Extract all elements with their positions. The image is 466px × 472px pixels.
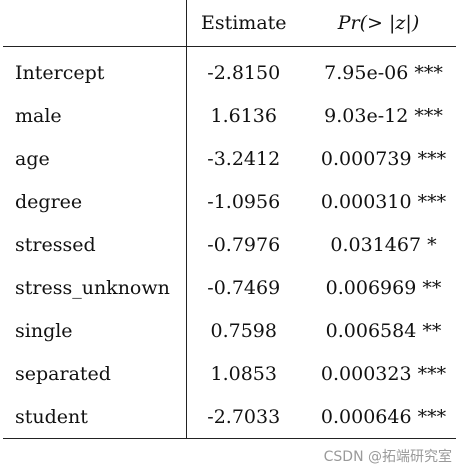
estimate-cell: -3.2412 xyxy=(207,147,281,170)
pvalue-text: 0.000646 xyxy=(320,405,412,428)
variable-cell: age xyxy=(3,137,187,180)
pvalue-text: 9.03e-12 xyxy=(324,104,409,127)
estimate-cell: 0.7598 xyxy=(210,319,277,342)
significance-stars: *** xyxy=(417,405,447,428)
pvalue-cell: 0.006584 ** xyxy=(301,309,456,352)
table-row: age -3.2412 0.000739 *** xyxy=(3,137,456,180)
pvalue-text: 0.006969 xyxy=(325,276,417,299)
variable-cell: separated xyxy=(3,352,187,395)
pvalue-text: 0.031467 xyxy=(330,233,422,256)
pvalue-cell: 0.000310 *** xyxy=(301,180,456,223)
estimate-cell: -0.7976 xyxy=(207,233,281,256)
estimate-cell: -2.7033 xyxy=(186,395,301,439)
variable-cell: stressed xyxy=(3,223,187,266)
variable-cell: single xyxy=(3,309,187,352)
table-row: student -2.7033 0.000646 *** xyxy=(3,395,456,439)
pvalue-text: 0.000310 xyxy=(320,190,412,213)
header-row: Estimate Pr(> |z|) xyxy=(3,0,456,47)
table-row: Intercept -2.8150 7.95e-06 *** xyxy=(3,46,456,95)
header-pvalue: Pr(> |z|) xyxy=(301,0,456,47)
variable-cell: student xyxy=(3,395,187,439)
pvalue-text: 7.95e-06 xyxy=(324,61,409,84)
significance-stars: *** xyxy=(414,104,443,127)
pvalue-cell: 9.03e-12 *** xyxy=(301,94,456,137)
header-variable xyxy=(3,0,187,47)
table-row: male 1.6136 9.03e-12 *** xyxy=(3,94,456,137)
table-body: Intercept -2.8150 7.95e-06 *** male 1.613… xyxy=(3,46,456,439)
regression-coefficient-table: Estimate Pr(> |z|) Intercept -2.8150 7.9… xyxy=(3,0,456,439)
table-row: degree -1.0956 0.000310 *** xyxy=(3,180,456,223)
pvalue-text: 0.000739 xyxy=(320,147,412,170)
significance-stars: *** xyxy=(414,61,443,84)
pvalue-cell: 0.000739 *** xyxy=(301,137,456,180)
significance-stars: *** xyxy=(417,362,447,385)
estimate-cell: -2.8150 xyxy=(207,61,281,84)
variable-cell: male xyxy=(3,94,187,137)
header-estimate: Estimate xyxy=(186,0,301,47)
watermark-text: CSDN @拓端研究室 xyxy=(323,449,452,465)
pvalue-cell: 7.95e-06 *** xyxy=(301,47,456,95)
significance-stars: ** xyxy=(422,276,442,299)
pvalue-cell: 0.006969 ** xyxy=(301,266,456,309)
table-row: separated 1.0853 0.000323 *** xyxy=(3,352,456,395)
significance-stars: ** xyxy=(422,319,442,342)
variable-cell: stress_unknown xyxy=(3,266,187,309)
significance-stars: *** xyxy=(417,190,447,213)
significance-stars: *** xyxy=(417,147,447,170)
estimate-cell: -1.0956 xyxy=(207,190,281,213)
pvalue-cell: 0.000646 *** xyxy=(301,395,456,439)
pvalue-text: 0.006584 xyxy=(325,319,417,342)
significance-stars: * xyxy=(427,233,437,256)
pvalue-cell: 0.000323 *** xyxy=(301,352,456,395)
variable-cell: Intercept xyxy=(3,46,187,94)
variable-cell: degree xyxy=(3,180,187,223)
estimate-cell: -0.7469 xyxy=(207,276,281,299)
estimate-cell: 1.6136 xyxy=(210,104,277,127)
pvalue-cell: 0.031467 * xyxy=(301,223,456,266)
table-row: stress_unknown -0.7469 0.006969 ** xyxy=(3,266,456,309)
pvalue-text: 0.000323 xyxy=(320,362,412,385)
table-row: single 0.7598 0.006584 ** xyxy=(3,309,456,352)
table-row: stressed -0.7976 0.031467 * xyxy=(3,223,456,266)
table-header: Estimate Pr(> |z|) xyxy=(3,0,456,47)
estimate-cell: 1.0853 xyxy=(210,362,277,385)
